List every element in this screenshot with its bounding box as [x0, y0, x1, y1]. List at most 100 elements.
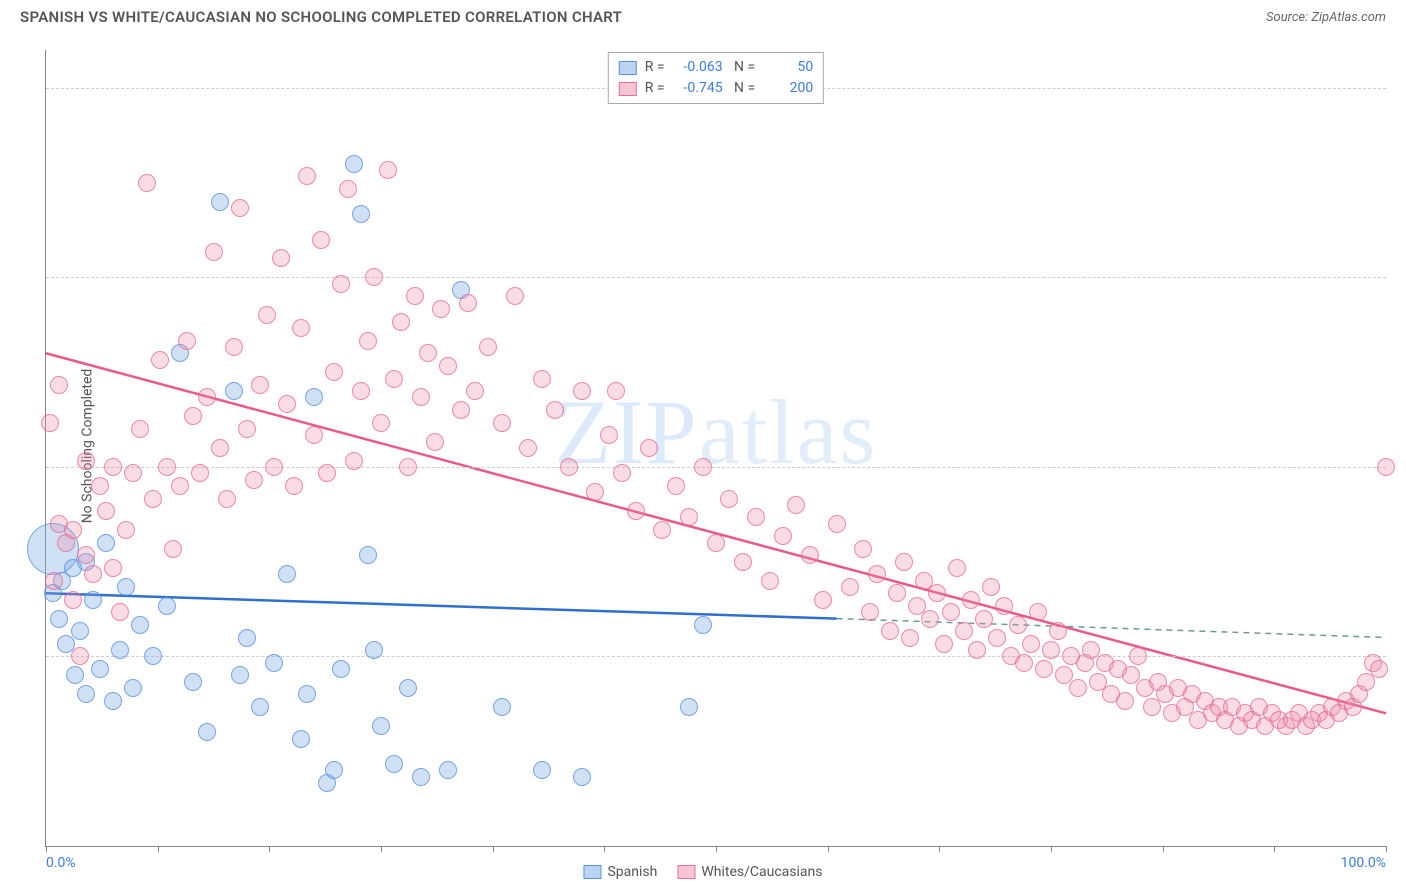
data-point — [198, 723, 216, 741]
data-point — [1377, 458, 1395, 476]
data-point — [184, 407, 202, 425]
data-point — [238, 420, 256, 438]
data-point — [278, 395, 296, 413]
legend-label-spanish: Spanish — [607, 864, 657, 880]
data-point — [251, 376, 269, 394]
data-point — [868, 565, 886, 583]
data-point — [519, 439, 537, 457]
data-point — [164, 540, 182, 558]
data-point — [854, 540, 872, 558]
data-point — [560, 458, 578, 476]
data-point — [1042, 641, 1060, 659]
data-point — [191, 464, 209, 482]
data-point — [1116, 692, 1134, 710]
data-point — [64, 591, 82, 609]
data-point — [995, 597, 1013, 615]
data-point — [298, 685, 316, 703]
data-point — [211, 439, 229, 457]
data-point — [1035, 660, 1053, 678]
data-point — [325, 363, 343, 381]
data-point — [124, 679, 142, 697]
data-point — [680, 508, 698, 526]
data-point — [962, 591, 980, 609]
data-point — [761, 572, 779, 590]
xtick — [1274, 846, 1275, 852]
n-value-spanish: 50 — [763, 57, 813, 78]
data-point — [814, 591, 832, 609]
data-point — [667, 477, 685, 495]
data-point — [332, 275, 350, 293]
data-point — [292, 730, 310, 748]
data-point — [613, 464, 631, 482]
data-point — [1029, 603, 1047, 621]
data-point — [379, 161, 397, 179]
data-point — [272, 249, 290, 267]
data-point — [720, 490, 738, 508]
data-point — [452, 401, 470, 419]
data-point — [352, 205, 370, 223]
data-point — [901, 629, 919, 647]
data-point — [111, 603, 129, 621]
data-point — [245, 471, 263, 489]
data-point — [265, 458, 283, 476]
data-point — [104, 692, 122, 710]
data-point — [305, 388, 323, 406]
gridline — [46, 277, 1386, 278]
data-point — [412, 388, 430, 406]
data-point — [828, 515, 846, 533]
data-point — [653, 521, 671, 539]
chart-title: SPANISH VS WHITE/CAUCASIAN NO SCHOOLING … — [20, 8, 622, 26]
xtick — [716, 846, 717, 852]
data-point — [97, 534, 115, 552]
xtick — [939, 846, 940, 852]
gridline — [46, 467, 1386, 468]
xtick — [493, 846, 494, 852]
ytick-label: 4.5% — [1391, 269, 1406, 285]
trend-lines — [46, 50, 1386, 846]
data-point — [345, 155, 363, 173]
data-point — [801, 546, 819, 564]
r-label: R = — [645, 78, 665, 99]
bottom-legend: Spanish Whites/Caucasians — [583, 864, 822, 880]
data-point — [372, 717, 390, 735]
data-point — [942, 603, 960, 621]
r-value-whites: -0.745 — [673, 78, 723, 99]
data-point — [41, 414, 59, 432]
data-point — [292, 319, 310, 337]
data-point — [64, 521, 82, 539]
data-point — [138, 174, 156, 192]
data-point — [131, 420, 149, 438]
data-point — [888, 584, 906, 602]
ytick-label: 6.0% — [1391, 80, 1406, 96]
data-point — [298, 167, 316, 185]
data-point — [231, 666, 249, 684]
data-point — [399, 679, 417, 697]
data-point — [774, 527, 792, 545]
xtick — [1051, 846, 1052, 852]
data-point — [225, 382, 243, 400]
data-point — [77, 685, 95, 703]
stat-row-spanish: R = -0.063 N = 50 — [619, 57, 813, 78]
data-point — [921, 610, 939, 628]
data-point — [1069, 679, 1087, 697]
data-point — [506, 287, 524, 305]
swatch-blue — [619, 61, 637, 75]
data-point — [928, 584, 946, 602]
data-point — [265, 654, 283, 672]
xtick — [46, 846, 47, 852]
data-point — [278, 565, 296, 583]
xtick — [381, 846, 382, 852]
data-point — [158, 458, 176, 476]
data-point — [533, 370, 551, 388]
data-point — [205, 243, 223, 261]
data-point — [45, 572, 63, 590]
xtick-label: 100.0% — [1341, 855, 1386, 871]
data-point — [184, 673, 202, 691]
data-point — [881, 622, 899, 640]
chart-container: ZIPatlas R = -0.063 N = 50 R = -0.745 N … — [45, 50, 1386, 847]
data-point — [694, 616, 712, 634]
xtick — [158, 846, 159, 852]
data-point — [365, 268, 383, 286]
data-point — [97, 502, 115, 520]
data-point — [151, 351, 169, 369]
